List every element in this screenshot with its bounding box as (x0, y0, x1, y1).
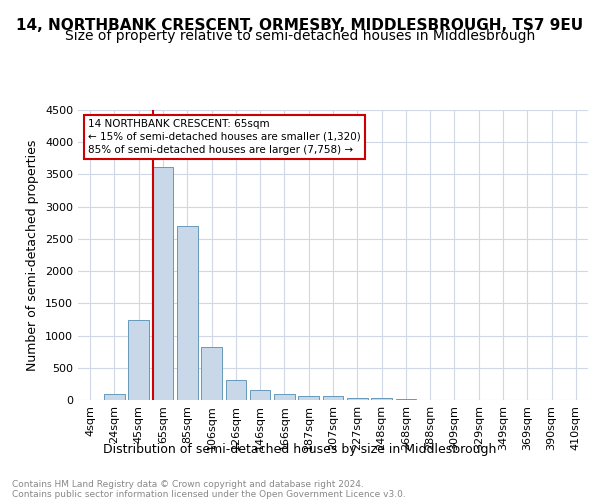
Bar (250, 390, 271, 400)
Bar (104, 394, 125, 400)
Bar (152, 166, 173, 400)
Y-axis label: Number of semi-detached properties: Number of semi-detached properties (26, 140, 40, 370)
Text: Size of property relative to semi-detached houses in Middlesbrough: Size of property relative to semi-detach… (65, 29, 535, 43)
Bar (226, 380, 246, 400)
Bar (298, 396, 319, 400)
Text: 14, NORTHBANK CRESCENT, ORMESBY, MIDDLESBROUGH, TS7 9EU: 14, NORTHBANK CRESCENT, ORMESBY, MIDDLES… (16, 18, 584, 32)
Bar (274, 394, 295, 400)
Text: 14 NORTHBANK CRESCENT: 65sqm
← 15% of semi-detached houses are smaller (1,320)
8: 14 NORTHBANK CRESCENT: 65sqm ← 15% of se… (88, 118, 361, 155)
Bar (347, 398, 368, 400)
Bar (128, 320, 149, 400)
Bar (177, 226, 197, 400)
Bar (371, 398, 392, 400)
Text: Contains HM Land Registry data © Crown copyright and database right 2024.
Contai: Contains HM Land Registry data © Crown c… (12, 480, 406, 500)
Bar (323, 396, 343, 400)
Bar (201, 346, 222, 400)
Text: Distribution of semi-detached houses by size in Middlesbrough: Distribution of semi-detached houses by … (103, 442, 497, 456)
